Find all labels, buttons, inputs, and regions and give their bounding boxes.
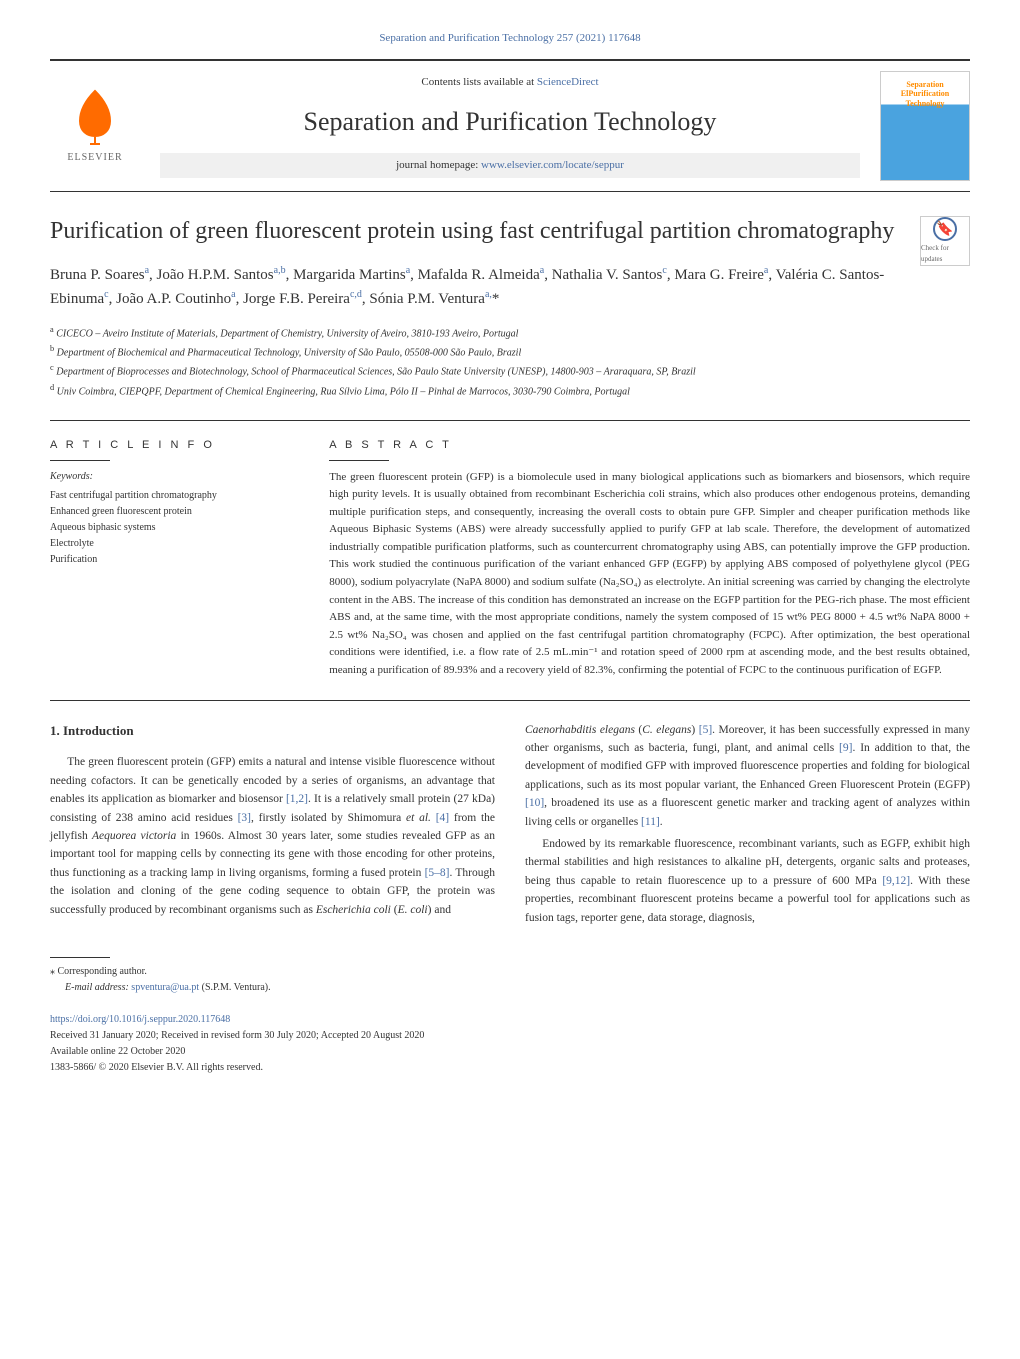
article-info-heading: A R T I C L E I N F O [50,437,299,454]
elsevier-label: ELSEVIER [67,150,122,165]
column-left: 1. Introduction The green fluorescent pr… [50,721,495,927]
cover-line2: ElPurification [901,89,949,99]
email-label: E-mail address: [65,982,131,993]
affiliation-c: c Department of Bioprocesses and Biotech… [50,361,970,380]
doi-link[interactable]: https://doi.org/10.1016/j.seppur.2020.11… [50,1014,230,1025]
email-name: (S.P.M. Ventura). [199,982,270,993]
abstract-heading: A B S T R A C T [329,437,970,454]
cover-line3: Technology [906,99,945,109]
keywords-label: Keywords: [50,469,299,484]
updates-label: Check for updates [921,243,969,264]
copyright-line: 1383-5866/ © 2020 Elsevier B.V. All righ… [50,1060,970,1076]
journal-header: ELSEVIER Contents lists available at Sci… [50,60,970,192]
intro-col2-p2: Endowed by its remarkable fluorescence, … [525,835,970,927]
introduction-columns: 1. Introduction The green fluorescent pr… [50,721,970,927]
cover-line1: Separation [906,80,943,90]
corresponding-author: ⁎ Corresponding author. [50,964,970,980]
homepage-link[interactable]: www.elsevier.com/locate/seppur [481,159,624,171]
info-abstract-row: A R T I C L E I N F O Keywords: Fast cen… [50,420,970,680]
homepage-line: journal homepage: www.elsevier.com/locat… [160,153,860,178]
header-center: Contents lists available at ScienceDirec… [160,74,860,178]
abstract-text: The green fluorescent protein (GFP) is a… [329,469,970,680]
intro-col2-p1: Caenorhabditis elegans (C. elegans) [5].… [525,721,970,831]
affiliation-d: d Univ Coimbra, CIEPQPF, Department of C… [50,381,970,400]
contents-prefix: Contents lists available at [421,76,536,88]
article-title: Purification of green fluorescent protei… [50,216,970,247]
journal-citation-link[interactable]: Separation and Purification Technology 2… [379,32,640,44]
received-line: Received 31 January 2020; Received in re… [50,1028,970,1044]
journal-title: Separation and Purification Technology [160,102,860,141]
keywords-list: Fast centrifugal partition chromatograph… [50,488,299,568]
homepage-prefix: journal homepage: [396,159,481,171]
journal-citation: Separation and Purification Technology 2… [50,30,970,47]
available-line: Available online 22 October 2020 [50,1044,970,1060]
affiliations: a CICECO – Aveiro Institute of Materials… [50,323,970,400]
email-line: E-mail address: spventura@ua.pt (S.P.M. … [50,980,970,996]
footer: ⁎ Corresponding author. E-mail address: … [50,957,970,1076]
abstract-section: A B S T R A C T The green fluorescent pr… [329,437,970,680]
check-updates-badge[interactable]: 🔖 Check for updates [920,216,970,266]
affiliation-a: a CICECO – Aveiro Institute of Materials… [50,323,970,342]
contents-line: Contents lists available at ScienceDirec… [160,74,860,91]
sciencedirect-link[interactable]: ScienceDirect [537,76,599,88]
elsevier-logo: ELSEVIER [50,76,140,176]
column-right: Caenorhabditis elegans (C. elegans) [5].… [525,721,970,927]
article-info: A R T I C L E I N F O Keywords: Fast cen… [50,437,299,680]
elsevier-tree-icon [65,86,125,146]
email-link[interactable]: spventura@ua.pt [131,982,199,993]
affiliation-b: b Department of Biochemical and Pharmace… [50,342,970,361]
introduction-heading: 1. Introduction [50,721,495,742]
bookmark-icon: 🔖 [933,217,957,241]
authors: Bruna P. Soaresa, João H.P.M. Santosa,b,… [50,263,970,311]
intro-col1-text: The green fluorescent protein (GFP) emit… [50,753,495,919]
journal-cover: Separation ElPurification Technology [880,71,970,181]
